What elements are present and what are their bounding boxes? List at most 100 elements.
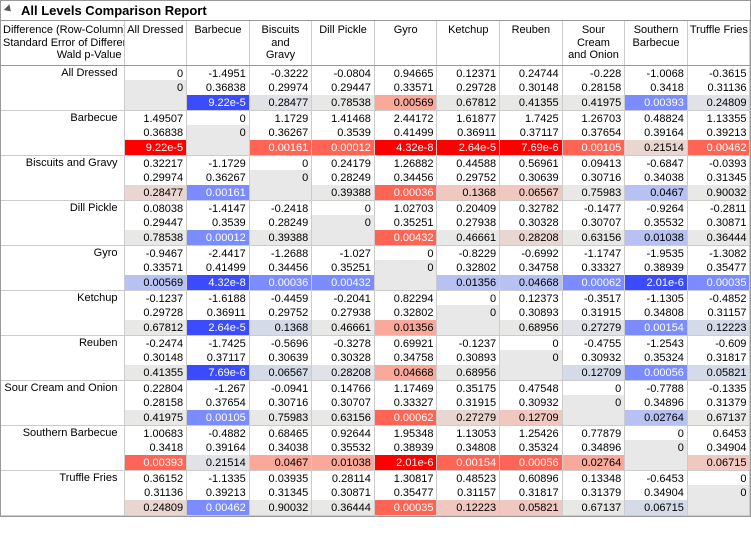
table-cell: 0.68956 [500,320,563,335]
table-cell: 0.0467 [625,185,688,200]
row-label [1,230,124,245]
table-cell: -0.9467 [124,245,187,260]
table-cell: 0.36911 [437,125,500,140]
table-cell: -1.267 [187,380,250,395]
table-cell: 1.25426 [500,425,563,440]
table-cell: 0.3539 [187,215,250,230]
table-cell: 4.32e-8 [187,275,250,290]
table-cell: -1.1747 [562,245,625,260]
table-cell: 0.36267 [187,170,250,185]
row-label: Ketchup [1,290,124,305]
table-cell: 7.69e-6 [500,140,563,155]
table-cell [625,455,688,470]
table-cell: 0.39388 [249,230,312,245]
table-row: 0.294470.35390.2824900.352510.279380.303… [1,215,750,230]
table-cell: 0.32217 [124,155,187,170]
column-header: All Dressed [124,21,187,65]
report-title-bar[interactable]: All Levels Comparison Report [1,1,750,21]
table-cell: 0.30639 [500,170,563,185]
table-cell: 0.34904 [625,485,688,500]
table-cell: -0.7788 [625,380,688,395]
table-cell: 0.34038 [625,170,688,185]
row-label [1,125,124,140]
table-row: 0.34180.391640.340380.355320.389390.3480… [1,440,750,455]
table-cell: 0.30148 [124,350,187,365]
table-cell: 0.31379 [687,395,750,410]
table-cell: 0.35251 [374,215,437,230]
table-cell: 0.35532 [625,215,688,230]
table-cell: 0.28477 [124,185,187,200]
row-label: Biscuits and Gravy [1,155,124,170]
row-label [1,395,124,410]
disclosure-triangle-icon[interactable] [4,4,17,17]
row-label [1,170,124,185]
table-cell: 0.29447 [312,80,375,95]
table-cell: -1.2688 [249,245,312,260]
table-row: 0.419750.001050.759830.631560.000620.272… [1,410,750,425]
table-cell: 0.28249 [249,215,312,230]
table-cell: 0.34904 [687,440,750,455]
table-cell: 0.22804 [124,380,187,395]
table-cell: 7.69e-6 [187,365,250,380]
table-cell: 0.12223 [437,500,500,515]
table-cell: 0 [312,215,375,230]
table-cell: 0.31817 [687,350,750,365]
table-cell: 0.28158 [124,395,187,410]
row-label [1,410,124,425]
row-label: All Dressed [1,65,124,80]
table-cell [249,185,312,200]
table-cell: 0.41499 [187,260,250,275]
table-row: Sour Cream and Onion0.22804-1.267-0.0941… [1,380,750,395]
table-cell: -0.1237 [437,335,500,350]
table-cell: 1.41468 [312,110,375,125]
table-cell [124,95,187,110]
table-cell: 0.37654 [187,395,250,410]
row-label: Reuben [1,335,124,350]
table-cell: 0.39164 [187,440,250,455]
column-header: Gyro [374,21,437,65]
table-cell: 0.41355 [500,95,563,110]
table-cell: 0 [249,170,312,185]
table-cell: 0.30716 [249,395,312,410]
table-row: 0.003930.215140.04670.010382.01e-60.0015… [1,455,750,470]
table-cell: 0.90032 [687,185,750,200]
table-cell: 0.31345 [687,170,750,185]
table-cell: 0.41355 [124,365,187,380]
table-row: 0.785380.000120.393880.004320.466610.282… [1,230,750,245]
table-cell: 0.33571 [374,80,437,95]
table-cell: 0.6453 [687,425,750,440]
table-cell: 0.00105 [562,140,625,155]
table-cell: 0.00012 [187,230,250,245]
table-cell: 0.39213 [187,485,250,500]
table-cell: 0 [187,110,250,125]
table-cell: 1.13355 [687,110,750,125]
table-cell: 0.38939 [625,260,688,275]
table-cell: 1.7425 [500,110,563,125]
table-row: 0.281580.376540.307160.307070.333270.319… [1,395,750,410]
table-cell: 1.95348 [374,425,437,440]
table-cell: 0.60896 [500,470,563,485]
table-cell: 0.63156 [312,410,375,425]
column-header: Dill Pickle [312,21,375,65]
row-label [1,440,124,455]
row-label: Barbecue [1,110,124,125]
table-cell: 0.77879 [562,425,625,440]
table-cell: 9.22e-5 [187,95,250,110]
table-cell: 0.46661 [437,230,500,245]
table-cell: 0.05821 [500,500,563,515]
table-row: Southern Barbecue1.00683-0.48820.684650.… [1,425,750,440]
table-cell: 0.35324 [625,350,688,365]
table-cell: 0.24179 [312,155,375,170]
table-row: 0.299740.3626700.282490.344560.297520.30… [1,170,750,185]
table-cell: 0 [437,290,500,305]
table-cell: 0.41975 [562,95,625,110]
table-cell: 0.39164 [625,125,688,140]
table-cell: 0.00012 [312,140,375,155]
table-cell: 0.31817 [500,485,563,500]
table-cell: 2.44172 [374,110,437,125]
table-cell: 0.30707 [562,215,625,230]
table-cell: -0.3222 [249,65,312,80]
table-cell: -0.2811 [687,200,750,215]
table-cell: 0.34896 [562,440,625,455]
table-cell: 0 [500,350,563,365]
